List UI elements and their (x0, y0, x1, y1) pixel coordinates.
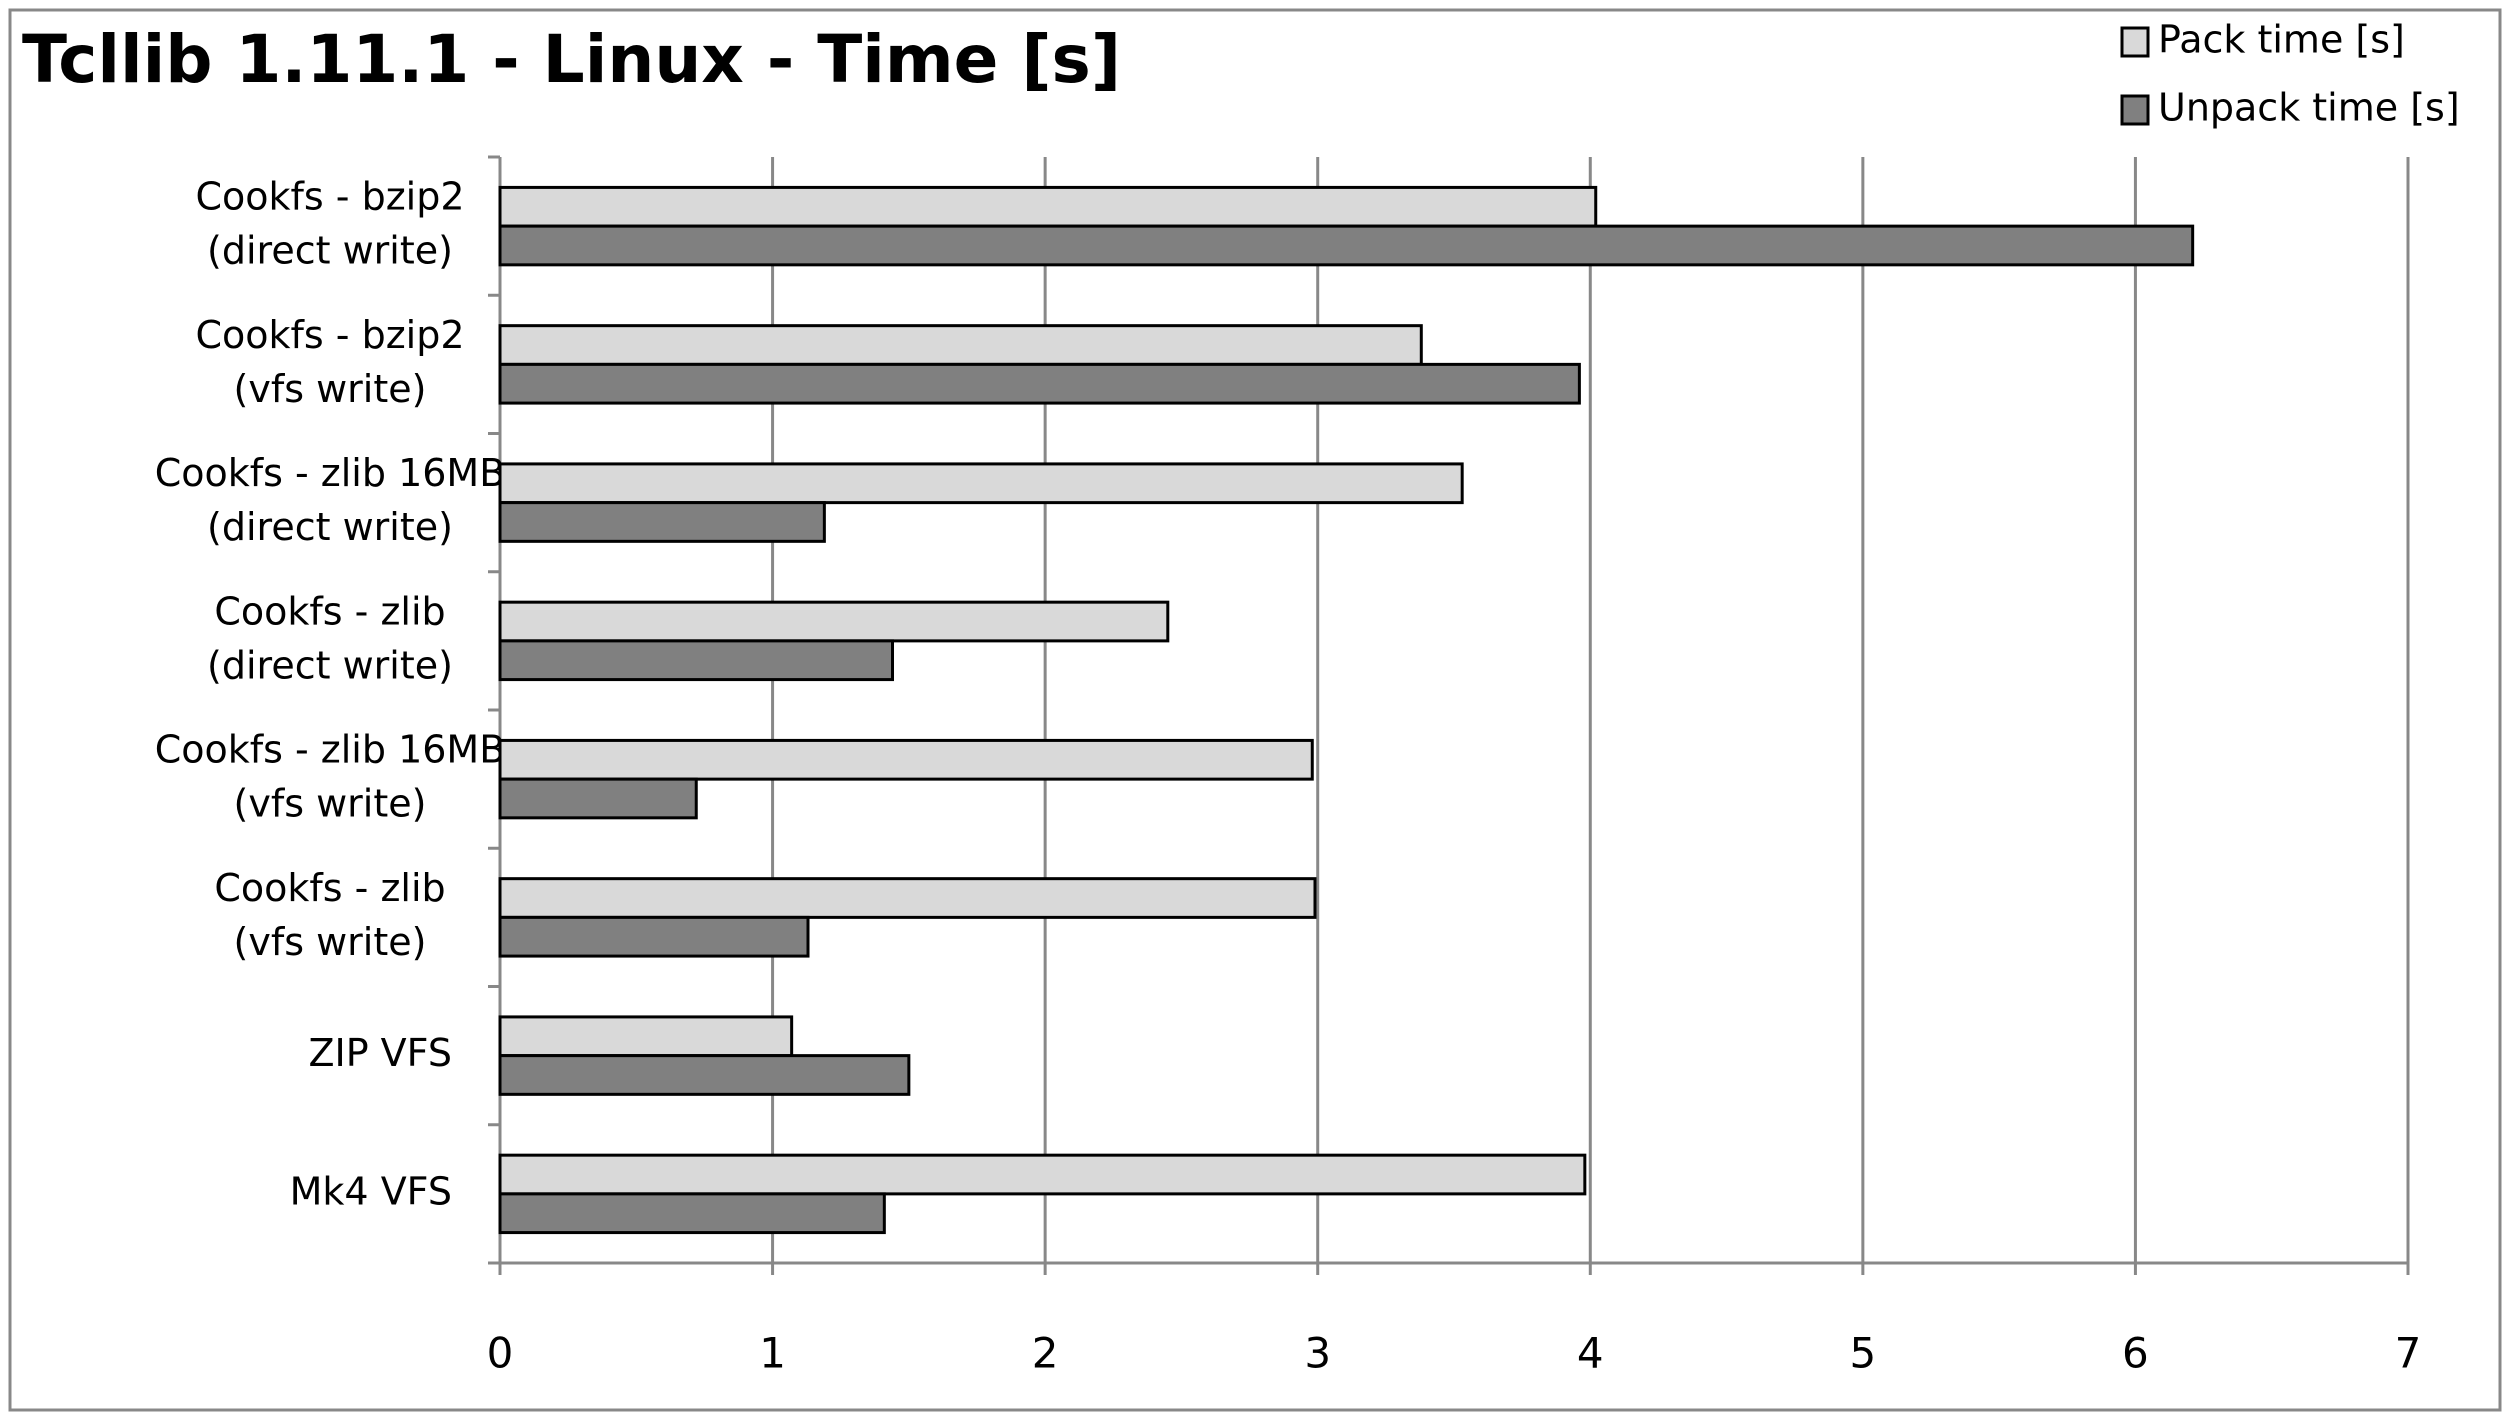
x-tick-label: 5 (1849, 1329, 1876, 1378)
y-tick-label: (direct write) (207, 643, 453, 687)
legend-swatch (2120, 94, 2150, 126)
bar (498, 1153, 1587, 1196)
x-tick-label: 6 (2122, 1329, 2149, 1378)
y-tick-label: Cookfs - zlib 16MB (155, 728, 506, 772)
y-tick-label: ZIP VFS (308, 1031, 452, 1075)
x-tick-label: 0 (487, 1329, 514, 1378)
y-tick-label: (vfs write) (234, 782, 427, 826)
bar (498, 1192, 886, 1235)
bar (498, 362, 1581, 405)
bar (498, 877, 1317, 919)
x-tick-label: 7 (2395, 1329, 2422, 1378)
chart-title: Tcllib 1.11.1 - Linux - Time [s] (22, 21, 1121, 98)
x-tick-label: 4 (1577, 1329, 1604, 1378)
y-tick-label: Cookfs - zlib 16MB (155, 451, 506, 495)
legend-label: Unpack time [s] (2158, 86, 2460, 130)
y-tick-label: Cookfs - zlib (214, 866, 445, 910)
bar (498, 777, 698, 820)
bar (498, 224, 2195, 267)
legend-label: Pack time [s] (2158, 18, 2405, 62)
bar (498, 501, 826, 543)
x-tick-label: 2 (1032, 1329, 1059, 1378)
bar (498, 915, 810, 958)
y-tick-label: Cookfs - bzip2 (195, 313, 464, 357)
bar (498, 185, 1598, 228)
y-tick-label: Cookfs - zlib (214, 589, 445, 633)
y-tick-label: Cookfs - bzip2 (195, 175, 464, 219)
bar (498, 1015, 794, 1058)
bar (498, 1054, 911, 1096)
x-tick-label: 3 (1304, 1329, 1331, 1378)
y-tick-label: (direct write) (207, 229, 453, 273)
bar (498, 738, 1314, 781)
bar (498, 639, 895, 682)
x-tick-label: 1 (759, 1329, 786, 1378)
y-tick-label: (vfs write) (234, 367, 427, 411)
y-tick-label: Mk4 VFS (290, 1169, 452, 1213)
bar (498, 600, 1170, 643)
bar (498, 324, 1423, 366)
legend-swatch (2120, 26, 2150, 58)
bar (498, 462, 1464, 505)
y-tick-label: (vfs write) (234, 920, 427, 964)
y-tick-label: (direct write) (207, 505, 453, 549)
